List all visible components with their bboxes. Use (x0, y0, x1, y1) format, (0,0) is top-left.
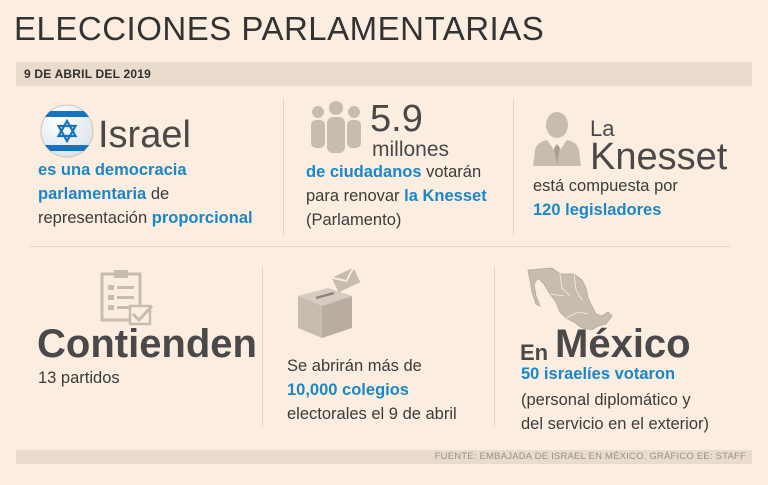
israel-line-3-rest: representación (38, 209, 148, 227)
knesset-prefix: La (590, 116, 615, 141)
parties-heading: Contienden (37, 322, 257, 366)
voters-line-3: (Parlamento) (306, 211, 402, 229)
page-title: ELECCIONES PARLAMENTARIAS (14, 10, 545, 47)
legislator-icon (533, 112, 581, 166)
divider (513, 98, 514, 236)
divider (494, 266, 495, 426)
voters-unit: millones (372, 138, 450, 161)
voters-line-2-blue: la Knesset (404, 187, 487, 205)
colleges-line-2: 10,000 colegios (287, 381, 409, 399)
israel-line-2: parlamentaria de (38, 182, 169, 206)
people-icon (311, 101, 361, 153)
voters-line-2-rest: para renovar (306, 187, 400, 205)
divider (262, 266, 263, 426)
parties-line-1: 13 partidos (38, 369, 120, 387)
knesset-line-1: está compuesta por (533, 177, 678, 195)
colleges-line-1: Se abrirán más de (287, 357, 422, 375)
mexico-prefix: En (520, 340, 549, 365)
ballot-box-icon (298, 267, 361, 338)
israel-line-3-blue: proporcional (151, 209, 253, 227)
footer-band: FUENTE: EMBAJADA DE ISRAEL EN MÉXICO. GR… (16, 450, 752, 464)
israel-line-2-rest: de (150, 185, 170, 203)
election-date: 9 DE ABRIL DEL 2019 (24, 67, 151, 81)
divider (30, 246, 730, 247)
knesset-line-2: 120 legisladores (533, 201, 662, 219)
divider (283, 98, 284, 236)
mexico-line-1: 50 israelíes votaron (521, 365, 676, 383)
voters-line-1-rest: votarán (426, 163, 482, 181)
mexico-map-icon (527, 267, 613, 331)
israel-heading: Israel (98, 114, 191, 156)
colleges-line-3: electorales el 9 de abril (287, 405, 457, 423)
date-band: 9 DE ABRIL DEL 2019 (16, 62, 752, 86)
mexico-line-2: (personal diplomático y (521, 391, 691, 409)
israel-line-3: representación proporcional (38, 206, 253, 230)
israel-flag-icon (40, 104, 94, 158)
voters-number: 5.9 (370, 98, 423, 140)
mexico-heading: México (555, 322, 691, 366)
checklist-icon (100, 270, 154, 326)
source-credit: FUENTE: EMBAJADA DE ISRAEL EN MÉXICO. GR… (434, 451, 746, 462)
mexico-line-3: del servicio en el exterior) (521, 415, 709, 433)
voters-line-1: de ciudadanos votarán (306, 160, 481, 184)
israel-line-2-blue: parlamentaria (38, 185, 147, 203)
israel-line-1: es una democracia (38, 161, 187, 179)
voters-line-1-blue: de ciudadanos (306, 163, 422, 181)
voters-line-2: para renovar la Knesset (306, 184, 487, 208)
knesset-heading: Knesset (590, 136, 728, 178)
